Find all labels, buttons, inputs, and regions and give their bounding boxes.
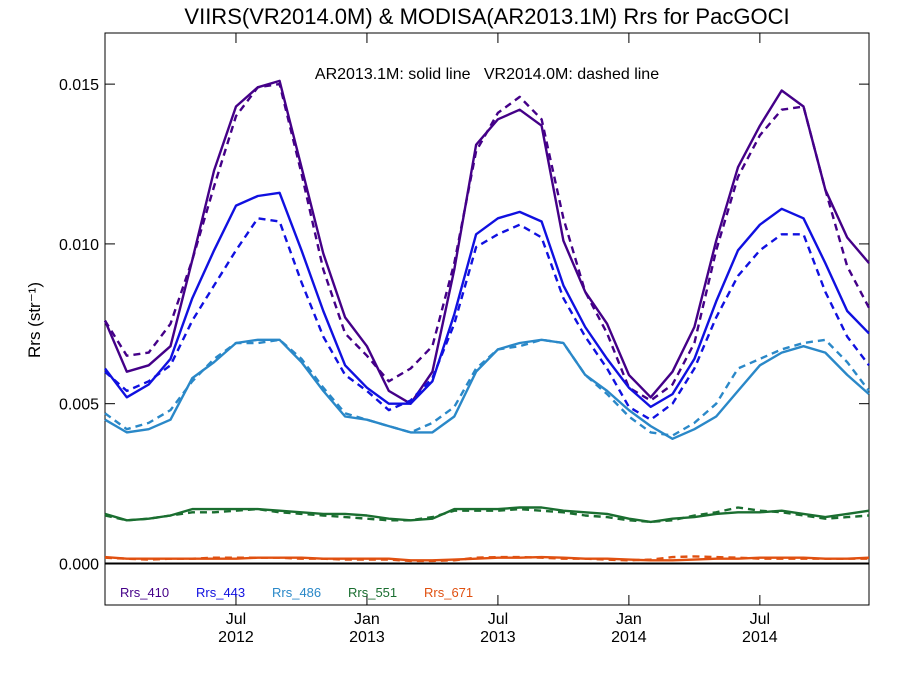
series-line-rrs-486-solid bbox=[104, 338, 870, 440]
series-line-rrs-410-dashed bbox=[103, 82, 871, 402]
series-line-rrs-443-solid bbox=[104, 191, 870, 409]
y-tick-label: 0.000 bbox=[59, 556, 99, 573]
y-tick-label: 0.015 bbox=[59, 77, 99, 94]
x-tick-label-month: Jan bbox=[354, 611, 380, 628]
legend-label-rrs-410: Rrs_410 bbox=[120, 585, 169, 600]
x-tick-label-month: Jul bbox=[488, 611, 508, 628]
plot-frame bbox=[104, 32, 870, 606]
x-tick-label-month: Jul bbox=[750, 611, 770, 628]
y-axis-title: Rrs (str⁻¹) bbox=[25, 282, 44, 358]
y-tick-label: 0.010 bbox=[59, 237, 99, 254]
chart-title: VIIRS(VR2014.0M) & MODISA(AR2013.1M) Rrs… bbox=[184, 4, 789, 29]
x-tick-label-year: 2013 bbox=[480, 629, 516, 646]
legend-label-rrs-486: Rrs_486 bbox=[272, 585, 321, 600]
legend: Rrs_410 Rrs_443 Rrs_486 Rrs_551 Rrs_671 bbox=[120, 585, 473, 600]
x-tick-label-month: Jan bbox=[616, 611, 642, 628]
series-layer bbox=[103, 79, 871, 563]
legend-label-rrs-443: Rrs_443 bbox=[196, 585, 245, 600]
legend-label-rrs-551: Rrs_551 bbox=[348, 585, 397, 600]
series-line-rrs-551-dashed bbox=[104, 506, 870, 524]
x-tick-label-month: Jul bbox=[226, 611, 246, 628]
x-tick-label-year: 2014 bbox=[742, 629, 778, 646]
series-line-rrs-443-dashed bbox=[104, 217, 870, 421]
x-tick-label-year: 2012 bbox=[218, 629, 254, 646]
series-line-rrs-486-dashed bbox=[104, 338, 870, 437]
y-axis: 0.000 0.005 0.010 0.015 bbox=[59, 77, 869, 573]
y-tick-label: 0.005 bbox=[59, 397, 99, 414]
x-tick-label-year: 2014 bbox=[611, 629, 647, 646]
x-tick-label-year: 2013 bbox=[349, 629, 385, 646]
series-line-rrs-551-solid bbox=[104, 506, 870, 524]
series-line-rrs-671-dashed bbox=[104, 555, 869, 563]
line-style-annotation: AR2013.1M: solid line VR2014.0M: dashed … bbox=[315, 66, 659, 83]
legend-label-rrs-671: Rrs_671 bbox=[424, 585, 473, 600]
